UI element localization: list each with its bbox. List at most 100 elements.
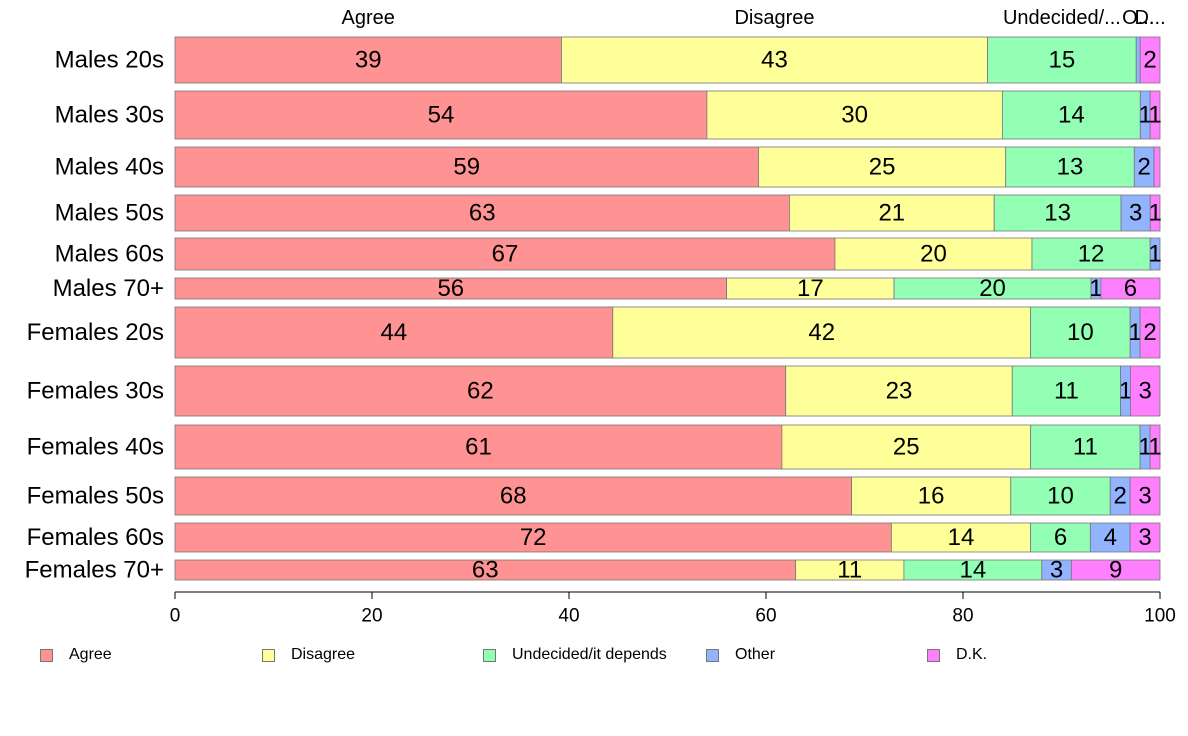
legend-label: Other <box>735 646 776 663</box>
category-label: Females 70+ <box>25 557 164 584</box>
bar-segment <box>1031 237 1151 271</box>
legend-swatch <box>927 648 940 662</box>
data-label: 20 <box>979 275 1006 302</box>
x-tick-label: 40 <box>558 606 579 627</box>
bar-segment <box>1130 365 1161 417</box>
legend-swatch <box>262 648 275 662</box>
data-label: 4 <box>1104 524 1117 551</box>
data-label: 1 <box>1148 434 1161 461</box>
x-tick-label: 20 <box>361 606 382 627</box>
bar-segment <box>789 194 995 232</box>
data-label: 17 <box>797 275 824 302</box>
bar-segment <box>851 476 1012 516</box>
bar-segment <box>1149 194 1161 232</box>
column-header-labels: Agree Disagree Undecided/... O...D... <box>342 7 1166 29</box>
bar-segment <box>758 146 1007 188</box>
bar-segment <box>174 90 708 140</box>
legend-swatch <box>483 648 496 662</box>
category-label: Males 50s <box>55 200 164 227</box>
category-label: Males 20s <box>55 47 164 74</box>
bar-segment <box>1129 522 1161 553</box>
data-label: 20 <box>920 241 947 268</box>
legend-swatch <box>40 648 53 662</box>
bar-segment <box>174 522 892 553</box>
legend-item-disagree: Disagree <box>262 646 355 664</box>
category-label: Males 60s <box>55 241 164 268</box>
legend-label: D.K. <box>956 646 988 663</box>
data-label: 43 <box>761 47 788 74</box>
legend: Agree Disagree Undecided/it depends Othe… <box>0 640 1188 670</box>
column-header-label: Undecided/... <box>1003 7 1121 29</box>
bar-segment <box>785 365 1013 417</box>
data-label: 44 <box>381 319 408 346</box>
data-label: 1 <box>1138 434 1151 461</box>
data-label: 14 <box>959 557 986 584</box>
data-label: 15 <box>1049 47 1076 74</box>
legend-item-other: Other <box>706 646 775 664</box>
data-label: 1 <box>1089 275 1102 302</box>
bar-segment <box>1005 146 1135 188</box>
data-label: 67 <box>492 241 519 268</box>
data-label: 13 <box>1044 200 1071 227</box>
data-label: 14 <box>1058 102 1085 129</box>
category-label: Females 20s <box>27 319 164 346</box>
data-label: 9 <box>1109 557 1122 584</box>
data-label: 16 <box>918 483 945 510</box>
bar-segment <box>174 237 836 271</box>
data-label: 1 <box>1139 102 1152 129</box>
data-label: 2 <box>1143 319 1156 346</box>
data-label: 3 <box>1138 524 1151 551</box>
bar-segment <box>1030 522 1091 553</box>
data-label: 13 <box>1057 154 1084 181</box>
data-label: 3 <box>1050 557 1063 584</box>
data-label: 54 <box>428 102 455 129</box>
data-label: 39 <box>355 47 382 74</box>
data-label: 11 <box>1073 434 1098 461</box>
column-header-label: Agree <box>342 7 395 29</box>
data-label: 25 <box>869 154 896 181</box>
data-label: 1 <box>1128 319 1141 346</box>
data-label: 1 <box>1148 200 1161 227</box>
data-label: 3 <box>1138 483 1151 510</box>
bar-segment <box>1030 424 1141 470</box>
bar-segment <box>1139 36 1161 84</box>
bar-segment <box>1149 90 1161 140</box>
bar-segment <box>174 194 790 232</box>
bar-segment <box>174 146 759 188</box>
bar-segment <box>1011 365 1121 417</box>
data-label: 14 <box>948 524 975 551</box>
data-label: 10 <box>1047 483 1074 510</box>
bar-segment <box>1100 277 1161 300</box>
bar-segment <box>1149 237 1161 271</box>
data-label: 63 <box>472 557 499 584</box>
x-tick-label: 80 <box>952 606 973 627</box>
column-header-label: D... <box>1135 7 1166 29</box>
category-label: Males 30s <box>55 102 164 129</box>
data-label: 42 <box>808 319 835 346</box>
x-tick-label: 60 <box>755 606 776 627</box>
data-label: 61 <box>465 434 492 461</box>
data-label: 6 <box>1124 275 1137 302</box>
bar-segment <box>706 90 1003 140</box>
bar-segment <box>1030 306 1131 359</box>
data-label: 21 <box>878 200 905 227</box>
data-label: 11 <box>1054 378 1079 405</box>
legend-item-agree: Agree <box>40 646 112 664</box>
bar-segment <box>1135 36 1141 84</box>
legend-label: Disagree <box>291 646 356 663</box>
legend-item-undecided: Undecided/it depends <box>483 646 667 664</box>
category-label: Females 50s <box>27 483 164 510</box>
stacked-bar-chart: Agree Disagree Undecided/... O...D... 39 43 1… <box>25 7 1176 627</box>
category-labels: Males 20s Males 30s Males 40s Males 50s Male… <box>25 47 164 584</box>
bar-segment <box>174 306 614 359</box>
data-label: 63 <box>469 200 496 227</box>
data-label: 23 <box>886 378 913 405</box>
bar-segment <box>1002 90 1141 140</box>
data-label: 11 <box>837 557 862 584</box>
data-label: 30 <box>841 102 868 129</box>
category-label: Males 70+ <box>53 275 164 302</box>
bar-segment <box>1129 476 1161 516</box>
data-label: 12 <box>1078 241 1105 268</box>
bar-segment <box>834 237 1033 271</box>
